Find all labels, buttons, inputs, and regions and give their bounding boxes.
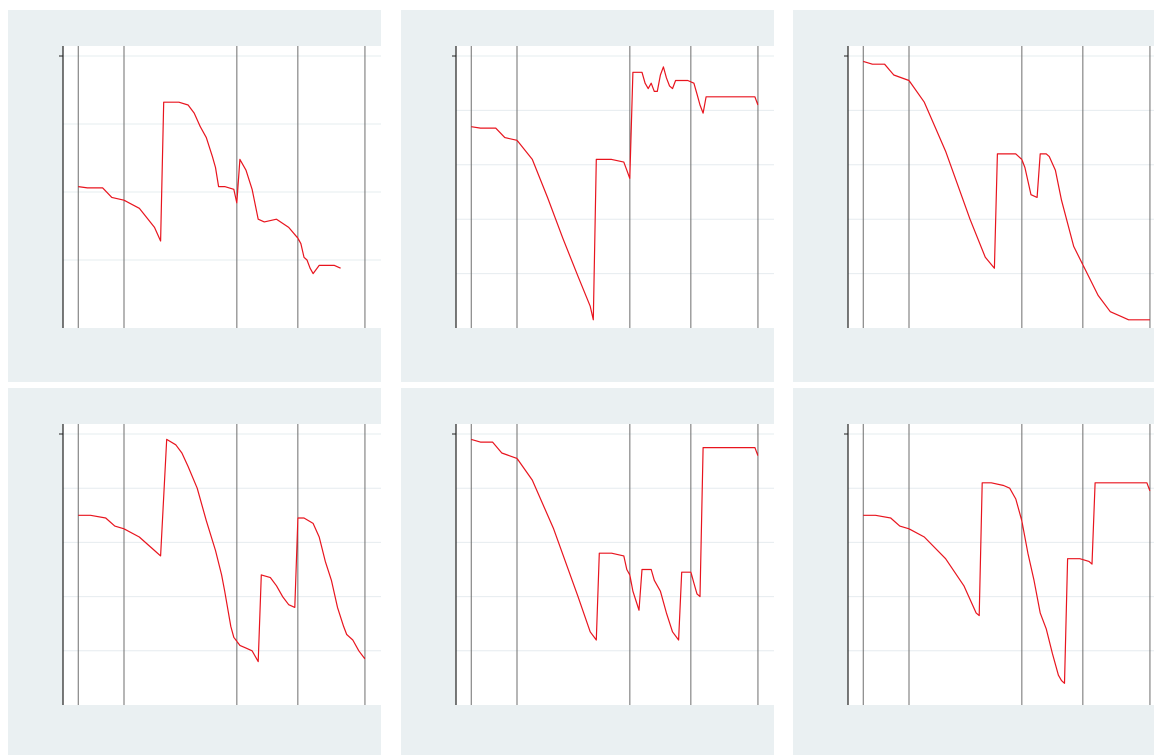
- series-line: [863, 482, 1151, 684]
- series-line: [78, 438, 366, 663]
- chart-panel-6: [793, 388, 1154, 755]
- line-chart-4: [59, 424, 381, 705]
- plot-area: [456, 46, 774, 328]
- line-chart-2: [452, 46, 774, 328]
- series-line: [863, 60, 1150, 321]
- series-line: [78, 101, 341, 275]
- plot-area: [848, 424, 1154, 705]
- series-line: [471, 438, 759, 641]
- chart-panel-1: [8, 10, 381, 382]
- line-chart-6: [844, 424, 1154, 705]
- plot-area: [848, 46, 1154, 328]
- series-line: [471, 66, 759, 321]
- line-chart-5: [452, 424, 774, 705]
- plot-area: [456, 424, 774, 705]
- chart-panel-5: [401, 388, 774, 755]
- chart-panel-3: [793, 10, 1154, 382]
- chart-panel-4: [8, 388, 381, 755]
- plot-area: [63, 424, 381, 705]
- line-chart-3: [844, 46, 1154, 328]
- chart-panel-2: [401, 10, 774, 382]
- line-chart-1: [59, 46, 381, 328]
